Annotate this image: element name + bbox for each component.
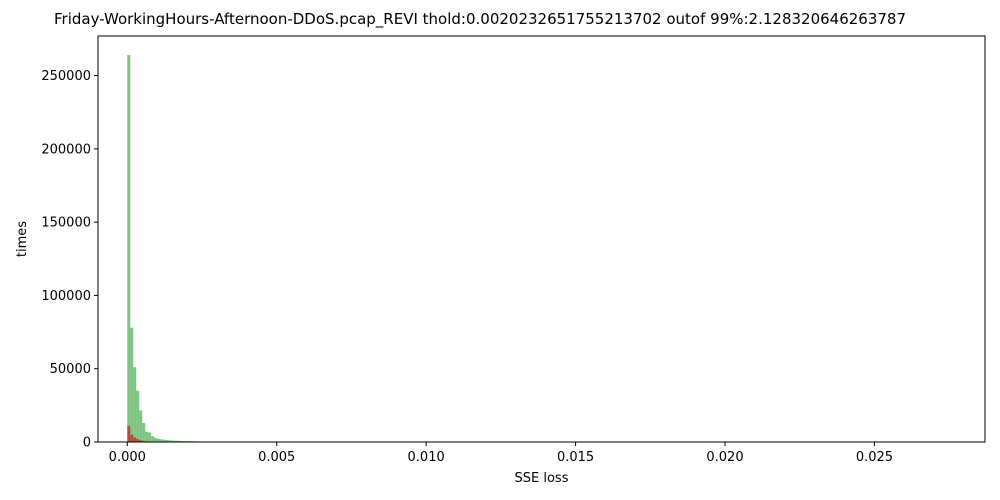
bar-normal-0: [127, 55, 131, 443]
y-tick-label-1: 50000: [50, 362, 91, 377]
bar-normal-5: [142, 422, 146, 442]
bar-normal-7: [148, 432, 152, 442]
y-tick-label-4: 200000: [41, 142, 91, 157]
bar-attack-0: [127, 425, 131, 442]
bar-normal-9: [154, 437, 158, 442]
bar-normal-18: [181, 440, 185, 442]
x-tick-label-0: 0.000: [109, 450, 146, 465]
bar-attack-3: [136, 439, 140, 442]
x-tick-label-2: 0.010: [408, 450, 445, 465]
x-tick-label-1: 0.005: [258, 450, 295, 465]
x-tick-label-3: 0.015: [557, 450, 594, 465]
x-axis: 0.000 0.005 0.010 0.015 0.020 0.025: [109, 442, 893, 465]
series-normal: [127, 55, 220, 443]
bar-normal-17: [178, 440, 182, 442]
bar-normal-15: [172, 440, 176, 442]
y-axis-title: times: [15, 221, 30, 257]
y-tick-label-3: 150000: [41, 216, 91, 231]
bar-normal-8: [151, 436, 155, 442]
bar-normal-16: [175, 440, 179, 442]
y-tick-label-2: 100000: [41, 289, 91, 304]
bar-normal-4: [139, 410, 143, 442]
bars-layer: [127, 55, 220, 443]
bar-attack-5: [142, 440, 146, 442]
y-tick-label-5: 250000: [41, 69, 91, 84]
plot-area-frame: [97, 35, 986, 443]
bar-normal-1: [130, 327, 134, 442]
bar-attack-2: [133, 437, 137, 442]
bar-normal-13: [166, 440, 170, 442]
bar-attack-1: [130, 434, 134, 442]
y-tick-label-0: 0: [83, 436, 91, 451]
bar-normal-2: [133, 367, 137, 442]
y-axis: 0 50000 100000 150000 200000 250000: [41, 69, 98, 451]
x-tick-label-4: 0.020: [706, 450, 743, 465]
bar-normal-14: [169, 440, 173, 442]
bar-normal-6: [145, 431, 149, 442]
bar-normal-11: [160, 439, 164, 442]
bar-normal-3: [136, 390, 140, 442]
x-axis-title: SSE loss: [515, 471, 569, 486]
bar-normal-12: [163, 439, 167, 442]
chart-title: Friday-WorkingHours-Afternoon-DDoS.pcap_…: [54, 10, 907, 28]
x-tick-label-5: 0.025: [856, 450, 893, 465]
bar-attack-4: [139, 440, 143, 442]
bar-normal-10: [157, 438, 161, 442]
